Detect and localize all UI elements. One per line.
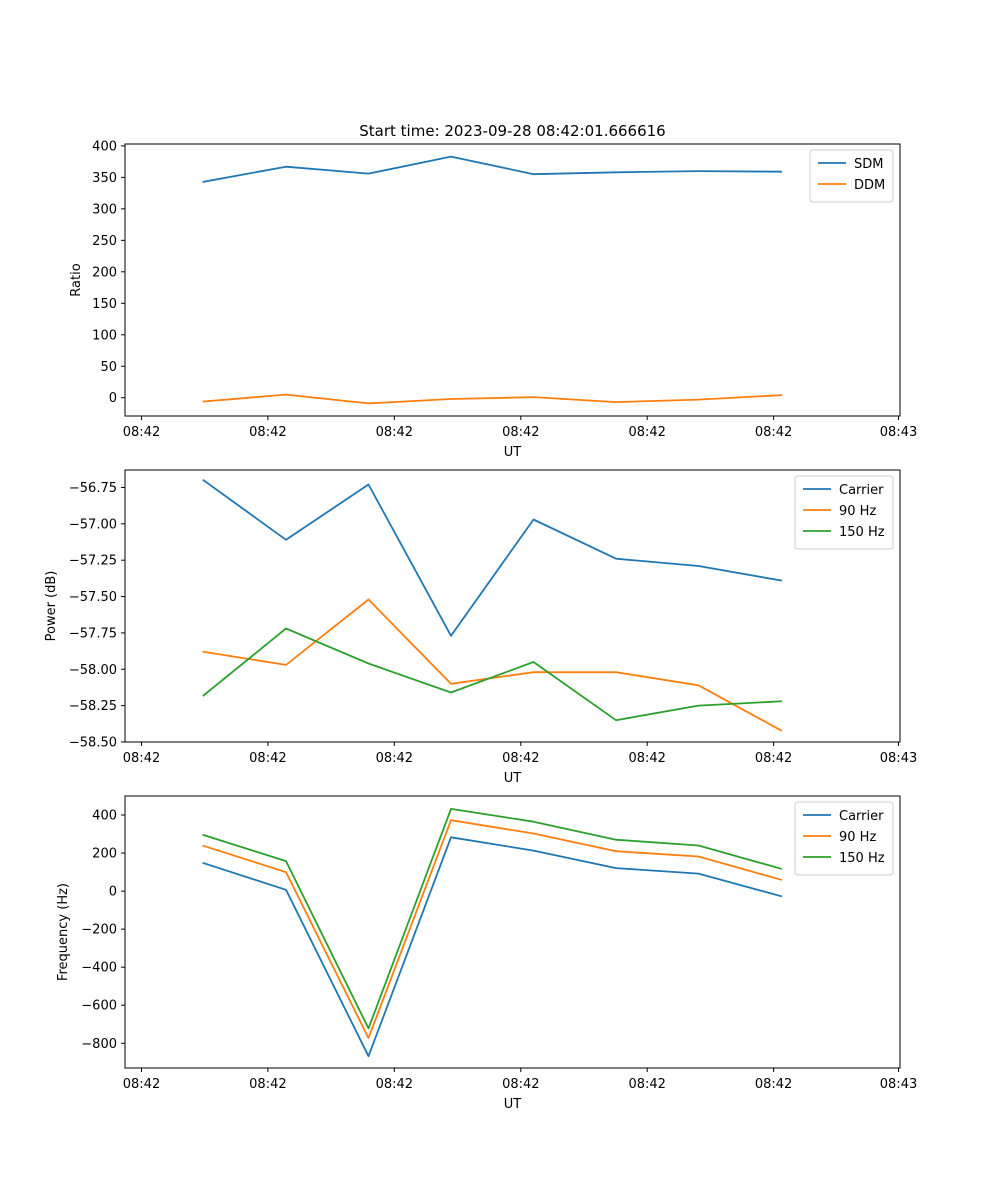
panel-3-x-tick-label-1: 08:42 [123,1077,160,1092]
panel-1-y-tick-label-2: 50 [100,360,117,375]
panel-3-series-150-hz-line [202,808,783,1030]
panel-3-x-axis-label: UT [504,1097,522,1112]
panel-2: 08:42 08:42 08:42 08:42 08:42 08:42 08:43 −56.7… [44,469,917,786]
panel-1-x-tick-label-2: 08:42 [249,425,286,440]
panel-2-y-tick-label-8: −58.50 [69,736,117,751]
panel-2-series-carrier-line [202,478,783,637]
panel-2-x-axis-label: UT [504,771,522,786]
panel-2-legend-label-1: Carrier [839,483,884,498]
panel-3-x-tick-label-2: 08:42 [249,1077,286,1092]
panel-3-legend: Carrier 90 Hz 150 Hz [794,801,894,876]
panel-1-x-tick-label-5: 08:42 [628,425,665,440]
panel-1-y-tick-label-6: 250 [92,234,117,249]
panel-3-series-90-hz-line [202,819,783,1039]
panel-3-y-axis-label: Frequency (Hz) [56,883,71,981]
panel-3-y-tick-label-3: 0 [109,885,117,900]
panel-1-x-tick-label-3: 08:42 [376,425,413,440]
panel-2-x-tick-label-3: 08:42 [376,751,413,766]
panel-1-y-tick-label-1: 0 [109,391,117,406]
panel-3: 08:42 08:42 08:42 08:42 08:42 08:42 08:43 400 20… [56,795,917,1112]
panel-1-y-tick-label-8: 350 [92,171,117,186]
panel-3-x-tick-label-7: 08:43 [880,1077,917,1092]
panel-3-x-tick-label-3: 08:42 [376,1077,413,1092]
panel-2-x-tick-label-7: 08:43 [880,751,917,766]
panel-3-y-tick-label-4: −200 [81,923,117,938]
panel-1-legend-label-1: SDM [854,157,883,172]
panel-2-y-tick-label-3: −57.25 [69,554,117,569]
panel-1-y-tick-label-7: 300 [92,202,117,217]
panel-2-x-tick-label-4: 08:42 [502,751,539,766]
panel-2-y-tick-label-6: −58.00 [69,663,117,678]
panel-2-axes-frame [124,469,901,743]
panel-3-legend-label-3: 150 Hz [839,851,885,866]
panel-3-legend-label-1: Carrier [839,809,884,824]
panel-1-x-tick-label-1: 08:42 [123,425,160,440]
panel-3-axes-frame [124,795,901,1069]
panel-2-y-tick-label-2: −57.00 [69,517,117,532]
panel-2-y-axis-label: Power (dB) [44,571,59,642]
panel-1-legend-label-2: DDM [854,178,885,193]
panel-2-legend-label-3: 150 Hz [839,525,885,540]
panel-3-x-tick-label-5: 08:42 [628,1077,665,1092]
panel-1-x-tick-label-7: 08:43 [880,425,917,440]
panel-3-y-tick-label-6: −600 [81,999,117,1014]
panel-2-legend: Carrier 90 Hz 150 Hz [794,475,894,550]
panel-1-y-tick-label-5: 200 [92,265,117,280]
panel-1-legend: SDM DDM [809,149,894,203]
panel-2-y-tick-label-5: −57.75 [69,626,117,641]
panel-2-y-tick-label-7: −58.25 [69,699,117,714]
panel-3-x-tick-label-4: 08:42 [502,1077,539,1092]
panel-1-series-sdm-line [202,155,782,183]
panel-2-legend-label-2: 90 Hz [839,504,876,519]
panel-3-y-tick-label-5: −400 [81,961,117,976]
panel-1-y-tick-label-9: 400 [92,139,117,154]
panel-2-y-tick-label-1: −56.75 [69,481,117,496]
panel-1-y-tick-label-4: 150 [92,297,117,312]
panels: 08:42 08:42 08:42 08:42 08:42 08:42 08:43 0 50 10… [44,139,917,1112]
panel-2-x-tick-label-5: 08:42 [628,751,665,766]
panel-1-series-ddm-line [202,393,782,405]
panel-1-x-tick-label-4: 08:42 [502,425,539,440]
panel-3-y-tick-label-2: 200 [92,847,117,862]
panel-1-axes-frame [124,143,901,417]
panel-3-legend-label-2: 90 Hz [839,830,876,845]
panel-2-x-tick-label-6: 08:42 [755,751,792,766]
panel-3-series-carrier-line [202,836,783,1058]
panel-1-y-tick-label-3: 100 [92,328,117,343]
panel-1-x-tick-label-6: 08:42 [755,425,792,440]
panel-2-x-tick-label-1: 08:42 [123,751,160,766]
panel-1-x-axis-label: UT [504,445,522,460]
panel-3-y-tick-label-1: 400 [92,809,117,824]
panel-2-x-tick-label-2: 08:42 [249,751,286,766]
figure-title: Start time: 2023-09-28 08:42:01.666616 [359,122,665,140]
panel-3-x-tick-label-6: 08:42 [755,1077,792,1092]
panel-2-series-150-hz-line [202,627,782,722]
panel-2-y-tick-label-4: −57.50 [69,590,117,605]
panel-3-y-tick-label-7: −800 [81,1037,117,1052]
panel-1: 08:42 08:42 08:42 08:42 08:42 08:42 08:43 0 50 10… [69,139,917,460]
panel-1-y-axis-label: Ratio [69,263,84,296]
